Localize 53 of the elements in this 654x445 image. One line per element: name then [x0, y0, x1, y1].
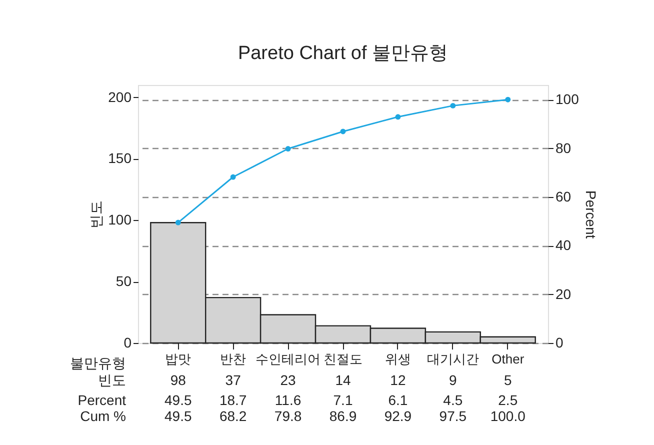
- data-label: 100.0: [490, 408, 526, 424]
- text: 빈도: [98, 372, 126, 388]
- point: [450, 102, 456, 108]
- text: 7.1: [333, 392, 353, 408]
- data-label: 98: [170, 372, 186, 388]
- text: Percent: [78, 392, 126, 408]
- y-tick-label: 200: [108, 88, 132, 105]
- data-label: 9: [449, 372, 458, 388]
- y-axis-title: 빈도: [88, 200, 104, 228]
- text: 18.7: [219, 392, 247, 408]
- data-label: 5: [504, 372, 512, 388]
- data-label: 68.2: [219, 408, 247, 424]
- y-tick-label: 0: [124, 334, 132, 350]
- text: 2.5: [498, 392, 518, 408]
- x-tick-label: 수인테리어: [256, 352, 321, 366]
- y2-tick-label: 40: [556, 237, 572, 254]
- y2-tick-label: 0: [556, 334, 564, 350]
- x-axis-title: 불만유형: [70, 355, 126, 371]
- data-label: 49.5: [164, 408, 192, 424]
- x-tick-label: 위생: [384, 352, 411, 366]
- data-label: 12: [390, 372, 406, 388]
- y2-tick-label: 80: [556, 140, 572, 156]
- y-tick-label: 50: [116, 273, 132, 290]
- text: 4.5: [443, 392, 463, 408]
- y2-axis-title: Percent: [582, 190, 599, 239]
- text: 11.6: [274, 392, 302, 408]
- text: 49.5: [164, 392, 192, 408]
- point: [230, 174, 236, 180]
- point: [285, 146, 291, 152]
- y2-tick-label: 100: [556, 91, 580, 108]
- point: [395, 114, 401, 120]
- y-tick-label: 100: [108, 212, 132, 228]
- data-label: 14: [335, 372, 351, 388]
- y2-tick-label: 20: [556, 286, 572, 302]
- x-tick-label: 반찬: [220, 352, 246, 366]
- x-tick-label: Other: [492, 352, 525, 366]
- x-tick-label: 친절도: [324, 352, 362, 366]
- text: 6.1: [388, 392, 408, 408]
- chart-title: Pareto Chart of 불만유형: [238, 43, 448, 64]
- y2-tick-label: 60: [556, 188, 572, 204]
- x-tick-label: 밥맛: [165, 352, 192, 366]
- x-tick-label: 대기시간: [426, 352, 479, 366]
- data-label: 23: [280, 372, 296, 388]
- point: [175, 220, 181, 226]
- text: Cum %: [80, 408, 126, 424]
- point: [340, 128, 346, 134]
- y-tick-label: 150: [108, 150, 132, 166]
- data-label: 37: [225, 372, 242, 388]
- data-label: 92.9: [384, 408, 412, 424]
- point: [505, 96, 511, 102]
- data-label: 97.5: [439, 408, 467, 424]
- data-label: 79.8: [274, 408, 302, 424]
- data-label: 86.9: [329, 408, 357, 424]
